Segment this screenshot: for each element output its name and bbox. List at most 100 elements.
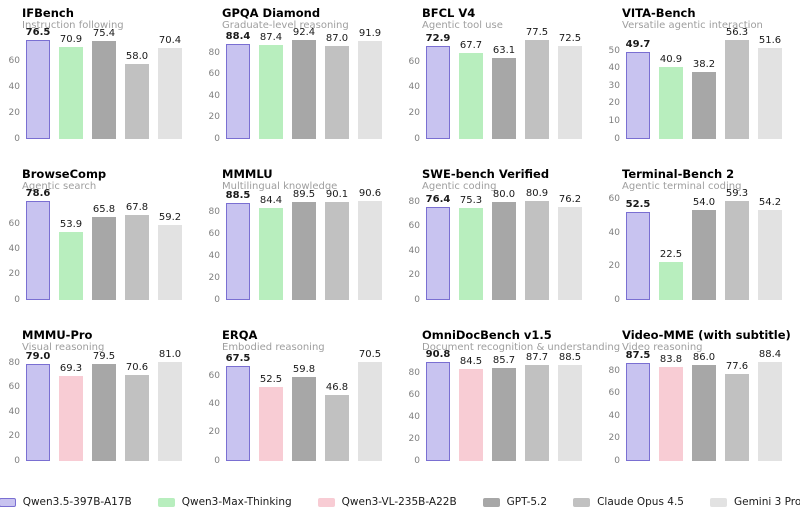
y-axis-tick-label: 20 xyxy=(408,270,420,281)
chart-mmmlu: MMMLU Multilingual knowledge 0 20 40 60 80 88… xyxy=(200,165,400,326)
y-axis-tick-label: 60 xyxy=(208,69,220,80)
chart-subtitle: Instruction following xyxy=(22,20,124,31)
bar-gemini-3-pro xyxy=(758,362,782,461)
legend-swatch-icon xyxy=(482,497,500,507)
bar-gemini-3-pro xyxy=(158,362,182,461)
bar-gpt-5-2 xyxy=(92,41,116,139)
chart-swe-bench-verified: SWE-bench Verified Agentic coding 0 20 40 6… xyxy=(400,165,600,326)
bar-value-label: 77.5 xyxy=(525,27,549,38)
chart-video-mme: Video-MME (with subtitle) Video reasonin… xyxy=(600,326,800,487)
chart-terminal-bench-2: Terminal-Bench 2 Agentic terminal coding… xyxy=(600,165,800,326)
y-axis-tick-label: 60 xyxy=(8,55,20,66)
chart-title: BrowseComp xyxy=(22,167,107,181)
bar-qwen3-max-thinking xyxy=(459,207,483,300)
bar-qwen3-max-thinking xyxy=(659,262,683,300)
bar-value-label: 89.5 xyxy=(292,189,316,201)
legend-label: Qwen3.5-397B-A17B xyxy=(22,496,132,508)
bar-value-label: 79.5 xyxy=(92,350,116,362)
plot-area: 0 20 40 60 52.5 22.5 54.0 59.3 54.2 xyxy=(609,188,782,305)
y-axis-tick-label: 40 xyxy=(608,63,620,74)
bar-value-label: 87.7 xyxy=(525,352,549,364)
y-axis-tick-label: 0 xyxy=(414,294,420,305)
y-axis-tick-label: 0 xyxy=(414,133,420,144)
bar-value-label: 92.4 xyxy=(292,27,316,38)
bar-value-label: 76.4 xyxy=(425,193,451,205)
bar-qwen3-5-397b-a17b xyxy=(226,44,250,139)
chart-title: OmniDocBench v1.5 xyxy=(422,328,552,342)
bar-value-label: 84.5 xyxy=(459,355,483,367)
bar-value-label: 80.9 xyxy=(525,188,549,199)
bar-claude-opus-4-5 xyxy=(525,201,549,300)
bar-value-label: 79.0 xyxy=(25,351,51,363)
bar-value-label: 78.6 xyxy=(25,188,51,199)
chart-omnidocbench: OmniDocBench v1.5 Document recognition &… xyxy=(400,326,621,487)
bar-value-label: 69.3 xyxy=(59,363,83,375)
chart-title: ERQA xyxy=(222,328,258,342)
bar-claude-opus-4-5 xyxy=(725,374,749,461)
bar-qwen3-max-thinking xyxy=(259,45,283,139)
bar-gpt-5-2 xyxy=(492,202,516,300)
bar-claude-opus-4-5 xyxy=(125,63,149,139)
bar-gemini-3-pro xyxy=(158,47,182,139)
y-axis-tick-label: 0 xyxy=(14,294,20,305)
bar-qwen3-5-397b-a17b xyxy=(26,40,50,139)
plot-area: 0 20 40 60 80 90.8 84.5 85.7 87.7 88.5 xyxy=(409,349,582,466)
bar-value-label: 72.5 xyxy=(558,33,582,45)
bar-value-label: 67.8 xyxy=(125,201,149,213)
bar-gemini-3-pro xyxy=(358,201,382,300)
bar-qwen3-vl-235b-a22b xyxy=(659,367,683,461)
bar-value-label: 87.4 xyxy=(259,32,283,44)
y-axis-tick-label: 0 xyxy=(414,455,420,466)
chart-subtitle: Embodied reasoning xyxy=(222,342,325,353)
legend-swatch-icon xyxy=(709,497,727,507)
bar-value-label: 67.7 xyxy=(459,39,483,51)
bar-claude-opus-4-5 xyxy=(725,40,749,139)
bar-gpt-5-2 xyxy=(92,363,116,461)
bar-gemini-3-pro xyxy=(558,364,582,461)
bar-claude-opus-4-5 xyxy=(125,374,149,461)
y-axis-tick-label: 80 xyxy=(608,365,620,376)
benchmark-chart-grid: IFBench Instruction following 0 20 40 60 76.… xyxy=(0,6,800,487)
chart-subtitle: Video reasoning xyxy=(622,342,703,353)
bar-gpt-5-2 xyxy=(292,377,316,461)
bar-value-label: 58.0 xyxy=(125,50,149,62)
legend-item-qwen3-5-397b-a17b: Qwen3.5-397B-A17B xyxy=(0,496,132,508)
bar-qwen3-5-397b-a17b xyxy=(626,363,650,461)
bar-gemini-3-pro xyxy=(758,48,782,139)
bar-value-label: 46.8 xyxy=(325,382,349,394)
plot-area: 0 20 40 60 78.6 53.9 65.8 67.8 59.2 xyxy=(9,188,182,305)
bar-value-label: 52.5 xyxy=(625,199,651,211)
bar-value-label: 70.6 xyxy=(125,361,149,373)
chart-title: Terminal-Bench 2 xyxy=(622,167,735,181)
legend-item-gpt-5-2: GPT-5.2 xyxy=(482,496,548,508)
bar-gpt-5-2 xyxy=(692,209,716,300)
bar-value-label: 80.0 xyxy=(492,189,516,201)
chart-title: BFCL V4 xyxy=(422,6,476,20)
y-axis-tick-label: 20 xyxy=(608,261,620,272)
chart-subtitle: Agentic coding xyxy=(422,181,497,192)
bar-value-label: 56.3 xyxy=(725,27,749,38)
bar-value-label: 54.2 xyxy=(758,196,782,208)
y-axis-tick-label: 20 xyxy=(408,107,420,118)
chart-title: VITA-Bench xyxy=(622,6,696,20)
y-axis-tick-label: 0 xyxy=(214,455,220,466)
bar-qwen3-vl-235b-a22b xyxy=(59,376,83,461)
legend-label: GPT-5.2 xyxy=(506,496,548,508)
y-axis-tick-label: 0 xyxy=(614,133,620,144)
y-axis-tick-label: 80 xyxy=(8,357,20,368)
chart-subtitle: Agentic tool use xyxy=(422,20,503,31)
y-axis-tick-label: 20 xyxy=(8,269,20,280)
chart-mmmu-pro: MMMU-Pro Visual reasoning 0 20 40 60 80 79.0 6… xyxy=(0,326,200,487)
bar-gpt-5-2 xyxy=(692,364,716,461)
bar-qwen3-5-397b-a17b xyxy=(426,362,450,461)
bar-gpt-5-2 xyxy=(692,71,716,139)
y-axis-tick-label: 60 xyxy=(408,221,420,232)
y-axis-tick-label: 80 xyxy=(408,368,420,379)
bar-value-label: 75.4 xyxy=(92,28,116,40)
chart-subtitle: Graduate-level reasoning xyxy=(222,20,349,31)
y-axis-tick-label: 40 xyxy=(408,245,420,256)
bar-value-label: 87.5 xyxy=(625,350,651,362)
bar-value-label: 52.5 xyxy=(259,374,283,386)
y-axis-tick-label: 40 xyxy=(8,406,20,417)
bar-value-label: 88.4 xyxy=(225,31,251,43)
